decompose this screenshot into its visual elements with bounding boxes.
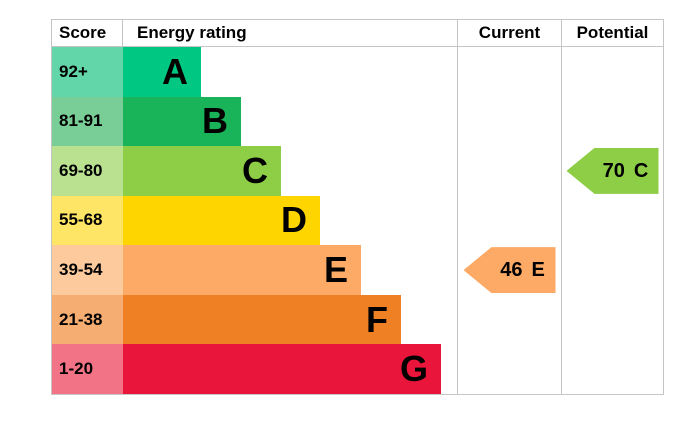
band-letter-g: G	[399, 348, 428, 390]
band-letter-c: C	[242, 149, 268, 191]
band-bar-f: F	[123, 294, 401, 345]
score-range-c: 69-80	[52, 146, 123, 196]
score-range-b: 81-91	[52, 96, 123, 147]
band-row-g: G	[123, 344, 458, 394]
potential-cell-g	[562, 344, 663, 394]
score-range-g: 1-20	[52, 344, 123, 394]
band-letter-b: B	[202, 100, 228, 142]
potential-score-value: 70	[602, 159, 625, 182]
potential-band-letter: C	[633, 159, 649, 182]
band-letter-d: D	[281, 199, 307, 241]
potential-cell-d	[562, 196, 663, 246]
score-range-d: 55-68	[52, 195, 123, 246]
score-range-e: 39-54	[52, 245, 123, 295]
potential-cell-c: 70 C	[562, 146, 663, 196]
band-row-b: B	[123, 96, 458, 147]
band-row-e: E	[123, 245, 458, 295]
potential-column-header: Potential	[562, 20, 663, 47]
band-bar-g: G	[123, 344, 441, 394]
current-cell-e: 46 E	[458, 245, 562, 295]
energy-rating-column-header: Energy rating	[123, 20, 458, 47]
band-row-c: C	[123, 146, 458, 196]
score-column-header: Score	[52, 20, 123, 47]
band-bar-e: E	[123, 245, 361, 295]
current-cell-g	[458, 344, 562, 394]
band-letter-f: F	[366, 298, 388, 340]
band-letter-e: E	[323, 249, 348, 291]
potential-cell-f	[562, 295, 663, 345]
rating-table: Score Energy rating Current Potential 92…	[51, 19, 664, 395]
score-range-f: 21-38	[52, 294, 123, 345]
current-band-letter: E	[531, 259, 545, 282]
current-cell-c	[458, 146, 562, 196]
band-row-d: D	[123, 195, 458, 246]
potential-cell-a	[562, 47, 663, 97]
current-cell-f	[458, 294, 562, 345]
band-row-a: A	[123, 47, 458, 97]
current-rating-arrow: 46 E	[463, 247, 556, 294]
current-column-header: Current	[458, 20, 562, 47]
band-bar-c: C	[123, 146, 281, 196]
potential-rating-arrow: 70 C	[566, 147, 659, 194]
band-bar-b: B	[123, 96, 241, 147]
band-letter-a: A	[162, 50, 188, 92]
band-bar-a: A	[123, 47, 201, 97]
band-bar-d: D	[123, 195, 320, 246]
current-score-value: 46	[500, 259, 523, 282]
potential-cell-b	[562, 97, 663, 147]
potential-cell-e	[562, 245, 663, 295]
score-range-a: 92+	[52, 47, 123, 97]
current-cell-a	[458, 47, 562, 97]
current-cell-b	[458, 96, 562, 147]
current-cell-d	[458, 195, 562, 246]
band-row-f: F	[123, 294, 458, 345]
